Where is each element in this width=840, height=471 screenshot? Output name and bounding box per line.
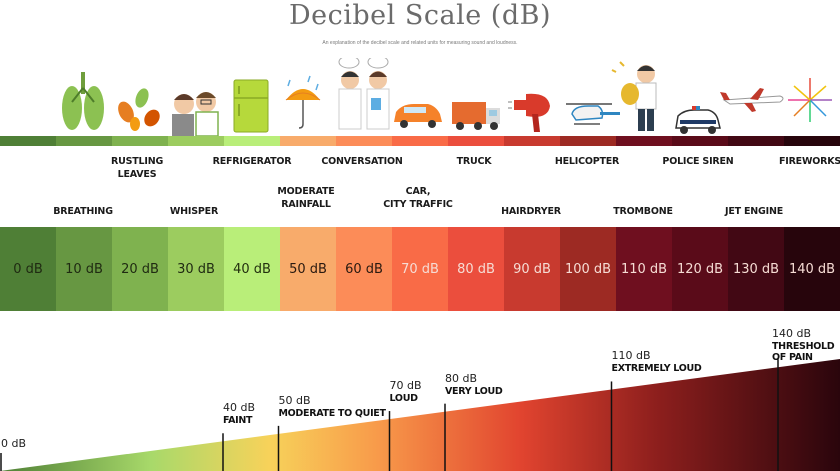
strip-segment	[56, 136, 112, 146]
strip-segment	[112, 136, 168, 146]
strip-segment	[392, 136, 448, 146]
source-label-refrigerator: REFRIGERATOR	[212, 156, 292, 167]
scale-cell: 80 dB	[448, 227, 504, 311]
loudness-wedge	[0, 359, 840, 471]
sound-source-icons	[62, 58, 832, 136]
strip-segment	[784, 136, 840, 146]
source-label-conversation: CONVERSATION	[321, 156, 403, 167]
marker-description: LOUD	[389, 393, 419, 405]
source-label-helicopter: HELICOPTER	[554, 156, 620, 167]
police-car-icon	[675, 106, 721, 134]
whisper-people-icon	[172, 92, 219, 136]
scale-cell: 10 dB	[56, 227, 112, 311]
strip-segment	[168, 136, 224, 146]
scale-cell: 140 dB	[784, 227, 840, 311]
scale-cell: 30 dB	[168, 227, 224, 311]
source-label-trombone: TROMBONE	[613, 206, 673, 217]
strip-segment	[616, 136, 672, 146]
strip-segment	[672, 136, 728, 146]
marker-description: MODERATE TO QUIET	[278, 407, 386, 419]
scale-cell: 130 dB	[728, 227, 784, 311]
source-label-whisper: WHISPER	[169, 206, 219, 217]
scale-color-strip	[0, 136, 840, 146]
fireworks-icon	[788, 78, 832, 122]
scale-cell: 120 dB	[672, 227, 728, 311]
source-label-rustling-leaves: RUSTLING LEAVES	[110, 156, 164, 180]
source-label-moderate-rainfall: MODERATE RAINFALL	[277, 186, 335, 210]
strip-segment	[728, 136, 784, 146]
source-label-car-city-traffic: CAR, CITY TRAFFIC	[383, 186, 453, 210]
scale-cell: 90 dB	[504, 227, 560, 311]
marker-value: 80 dB	[445, 371, 478, 385]
scale-cell: 50 dB	[280, 227, 336, 311]
source-label-fireworks: FIREWORKS	[778, 156, 840, 167]
scale-cell: 0 dB	[0, 227, 56, 311]
scale-cell: 60 dB	[336, 227, 392, 311]
strip-segment	[504, 136, 560, 146]
strip-segment	[336, 136, 392, 146]
source-label-breathing: BREATHING	[53, 206, 113, 217]
strip-segment	[0, 136, 56, 146]
source-label-police-siren: POLICE SIREN	[662, 156, 734, 167]
marker-value: 0 dB	[1, 437, 27, 450]
marker-description: VERY LOUD	[445, 385, 503, 397]
marker-value: 40 dB	[223, 401, 256, 415]
source-label-hairdryer: HAIRDRYER	[501, 206, 561, 217]
scale-cell: 110 dB	[616, 227, 672, 311]
refrigerator-icon	[233, 79, 269, 133]
trombone-player-icon	[611, 61, 657, 131]
jet-plane-icon	[720, 88, 784, 112]
scale-cell: 20 dB	[112, 227, 168, 311]
marker-value: 110 dB	[611, 349, 651, 363]
page-subtitle: An explanation of the decibel scale and …	[322, 40, 518, 46]
scale-cell: 70 dB	[392, 227, 448, 311]
marker-value: 140 dB	[772, 327, 812, 341]
scale-cell: 40 dB	[224, 227, 280, 311]
lungs-icon	[62, 72, 104, 130]
decibel-scale-band: 0 dB 10 dB 20 dB 30 dB 40 dB 50 dB 60 dB 70 dB 8…	[0, 227, 840, 311]
helicopter-icon	[566, 103, 620, 125]
source-label-jet-engine: JET ENGINE	[724, 206, 784, 217]
leaves-icon	[118, 88, 160, 131]
loudness-wedge-chart	[0, 359, 840, 471]
strip-segment	[224, 136, 280, 146]
strip-segment	[280, 136, 336, 146]
marker-description: FAINT	[223, 415, 253, 427]
strip-segment	[448, 136, 504, 146]
marker-description: THRESHOLD OF PAIN	[772, 341, 835, 364]
car-icon	[394, 104, 442, 128]
marker-value: 70 dB	[389, 379, 422, 393]
truck-icon	[452, 102, 500, 130]
conversation-people-icon	[338, 58, 390, 130]
strip-segment	[560, 136, 616, 146]
marker-value: 50 dB	[278, 393, 311, 407]
hairdryer-icon	[508, 93, 550, 132]
scale-cell: 100 dB	[560, 227, 616, 311]
page-title: Decibel Scale (dB)	[289, 0, 551, 31]
source-label-truck: TRUCK	[456, 156, 492, 167]
marker-description: EXTREMELY LOUD	[611, 363, 702, 375]
umbrella-rain-icon	[285, 75, 321, 129]
